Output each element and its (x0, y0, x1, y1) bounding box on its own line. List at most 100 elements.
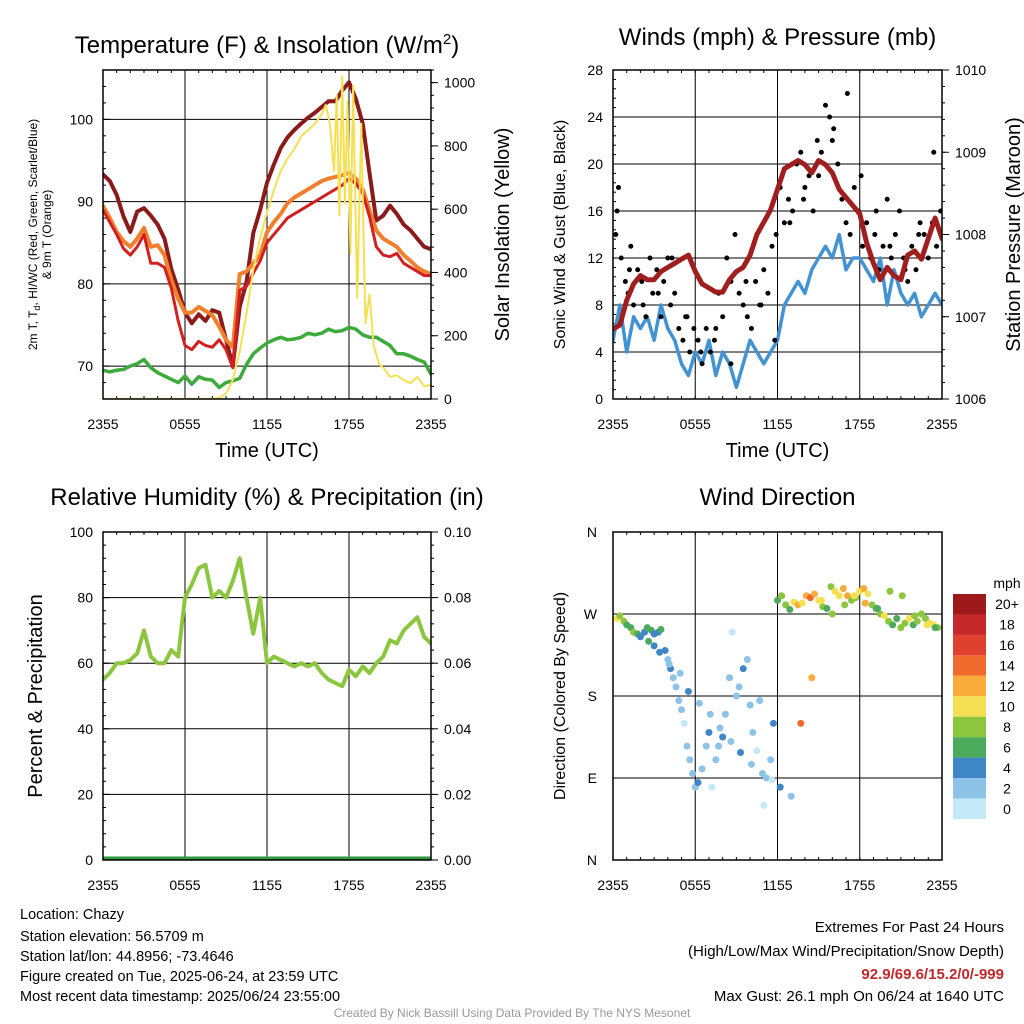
wind-gust-point (658, 314, 664, 320)
dir-direction-point (732, 692, 740, 700)
wind-ytick-label: 4 (595, 344, 603, 360)
dir-direction-point (923, 621, 931, 629)
dir-direction-point (898, 592, 906, 600)
wind-gust-point (864, 220, 870, 226)
colorbar-swatch (953, 655, 986, 676)
wind-gust-point (635, 267, 641, 273)
temp-ytick-label: 100 (70, 111, 94, 127)
wind-gust-point (711, 337, 717, 343)
rh-xtick-label: 1155 (252, 877, 282, 893)
wind-gust-point (851, 185, 857, 190)
wind-gust-point (695, 337, 701, 343)
temp-y2label: Solar Insolation (Yellow) (492, 128, 514, 342)
wind-ytick-label: 0 (595, 391, 603, 407)
colorbar-tick-label: 18 (999, 617, 1015, 633)
wind-gust-point (618, 255, 624, 261)
wind-gust-point (938, 208, 942, 214)
rh-series-line-0 (103, 556, 431, 689)
dir-direction-point (712, 756, 720, 764)
wind-xtick-label: 2355 (926, 416, 957, 432)
dir-direction-point (786, 605, 794, 613)
temp-y2tick-label: 0 (444, 391, 452, 407)
wind-gust-point (691, 326, 697, 331)
dir-frame (612, 531, 943, 861)
dir-xtick-label: 2355 (597, 877, 628, 893)
rh-ytick-label: 20 (77, 786, 93, 802)
wind-gust-point (843, 220, 849, 226)
max-gust-text: Max Gust: 26.1 mph On 06/24 at 1640 UTC (713, 988, 1004, 1005)
dir-direction-point (850, 592, 858, 600)
dir-direction-point (893, 615, 901, 623)
dir-direction-point (768, 776, 776, 784)
dir-direction-point (864, 590, 872, 598)
dir-direction-point (860, 584, 868, 592)
temp-xtick-label: 2355 (415, 416, 446, 432)
wind-gust-point (736, 290, 742, 296)
dir-direction-point (719, 733, 727, 741)
wind-gust-point (639, 279, 645, 284)
recent-data-text: Most recent data timestamp: 2025/06/24 2… (20, 989, 341, 1005)
dir-direction-point (874, 605, 882, 613)
rh-y2tick-label: 0.04 (444, 721, 471, 737)
dir-direction-point (778, 592, 786, 600)
dir-direction-point (922, 615, 930, 623)
wind-ytick-label: 28 (587, 62, 603, 78)
temp-frame (102, 69, 432, 400)
rh-xtick-label: 2355 (87, 877, 118, 893)
wind-gust-point (913, 267, 919, 273)
colorbar-tick-label: 20+ (995, 596, 1019, 612)
dir-direction-point (694, 779, 702, 787)
wind-gust-point (916, 232, 922, 237)
dir-direction-point (753, 747, 761, 755)
wind-gust-point (822, 102, 828, 108)
dir-direction-point (828, 610, 836, 618)
dir-direction-point (756, 697, 764, 705)
wind-xtick-label: 1755 (844, 416, 875, 432)
dir-direction-point (702, 742, 710, 750)
dir-direction-point (695, 699, 703, 707)
rh-panel: 2355 0555 1155 1755 2355 0 20 40 60 80 100 0.00 0.02… (25, 484, 484, 893)
location-text: Location: Chazy (20, 907, 124, 923)
wind-gust-point (787, 220, 793, 226)
rh-ylabel: Percent & Precipitation (25, 594, 47, 797)
temp-xtick-label: 2355 (87, 416, 118, 432)
temp-series-line-0 (103, 80, 431, 369)
dir-direction-point (716, 724, 724, 732)
dir-xtick-label: 0555 (680, 877, 711, 893)
wind-gust-point (859, 243, 865, 249)
rh-title: Relative Humidity (%) & Precipitation (i… (50, 484, 483, 511)
dir-xtick-label: 1755 (844, 877, 875, 893)
wind-gust-point (785, 196, 791, 202)
wind-gust-point (650, 290, 656, 296)
dir-direction-point (686, 756, 694, 764)
dir-direction-point (839, 584, 847, 592)
dir-direction-point (776, 783, 784, 791)
dir-direction-point (650, 642, 658, 650)
wind-gust-point (626, 267, 632, 273)
dir-direction-point (760, 801, 768, 809)
wind-gust-point (880, 243, 886, 249)
colorbar-tick-label: 16 (999, 637, 1015, 653)
dir-ytick-label: S (588, 688, 597, 704)
temp-ylabel: 2m T, Td, HI/WC (Red, Green, Scarlet/Blu… (26, 119, 42, 350)
wind-gust-point (622, 279, 628, 284)
colorbar-swatch (953, 716, 986, 738)
dir-direction-point (823, 605, 831, 613)
wind-gust-point (707, 349, 713, 355)
colorbar-swatch (953, 798, 986, 819)
wind-gust-point (773, 232, 779, 237)
dir-ytick-label: N (587, 524, 597, 540)
wind-gust-point (798, 149, 804, 155)
colorbar-tick-label: 2 (1003, 780, 1011, 796)
rh-xtick-label: 1755 (333, 877, 364, 893)
wind-ytick-label: 8 (595, 297, 603, 313)
wind-gust-point (905, 279, 911, 284)
temp-ytick-label: 70 (77, 358, 93, 374)
dir-direction-point (880, 612, 888, 620)
wind-gust-point (831, 126, 837, 132)
wind-gust-point (884, 196, 890, 202)
dir-direction-point (798, 599, 806, 607)
rh-ytick-label: 100 (70, 524, 94, 540)
wind-ytick-label: 20 (587, 156, 603, 172)
colorbar-tick-label: 10 (999, 699, 1015, 715)
